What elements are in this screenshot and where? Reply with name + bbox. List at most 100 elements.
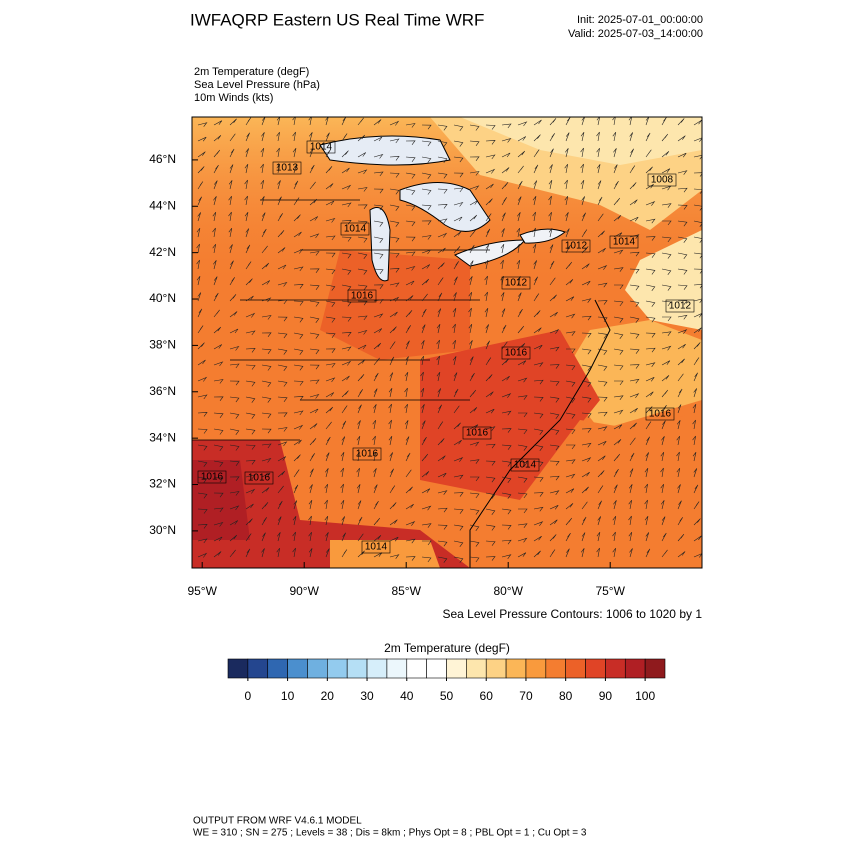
barb [229,460,240,466]
barb [197,136,207,142]
barb [421,523,432,528]
barb [324,484,328,494]
barb [213,120,223,126]
barb [309,148,314,158]
barb [677,314,688,320]
barb [469,200,479,206]
barb [549,505,559,510]
barb [421,235,432,240]
barb [437,292,443,302]
barb [197,181,204,190]
barb [308,515,312,526]
lon-tick-label: 85°W [391,584,421,598]
barb [661,168,671,174]
barb [532,244,537,254]
barb [292,148,297,158]
barb [421,293,428,302]
barb [229,380,240,386]
barb [629,300,640,307]
barb [420,356,424,366]
colorbar-tick-label: 0 [245,689,252,703]
barb [549,534,557,542]
barb [229,148,235,158]
barb [437,140,448,147]
barb [613,249,624,255]
barb [580,548,585,558]
barb [565,412,576,419]
barb [532,227,536,238]
barb [373,328,383,334]
barb [357,284,368,291]
barb [341,516,345,526]
barb [229,311,238,318]
barb [645,332,656,338]
barb [277,485,284,494]
contour-label-box [645,407,675,421]
barb [469,373,475,382]
barb [309,198,318,206]
barb [677,204,688,210]
barb [453,405,460,414]
barb [596,117,601,126]
barb [533,362,544,367]
barb [437,388,441,398]
barb [597,316,608,322]
barb [293,348,304,355]
colorbar-box [307,658,328,679]
barb [245,348,256,353]
barb [437,232,448,238]
barb [357,236,368,243]
barb [597,348,608,355]
barb [245,533,252,542]
barb [533,293,540,302]
barb [244,195,248,206]
barb [437,540,448,547]
barb [229,412,240,419]
barb [309,379,320,385]
barb [229,444,240,451]
barb [309,364,320,370]
barb [421,420,426,430]
barb [453,474,464,480]
barb [309,132,313,142]
barb [692,404,697,414]
valid-time: Valid: 2025-07-03_14:00:00 [568,28,703,40]
barb [533,149,540,158]
barb [309,284,320,290]
barb [581,298,592,303]
colorbar-box [287,658,308,679]
barb [293,439,302,446]
barb [533,492,544,497]
barb [644,516,649,526]
barb [261,396,272,403]
barb [549,329,560,334]
barb [197,212,201,222]
barb [677,358,685,366]
barb [277,516,282,526]
barb [676,436,680,446]
barb [453,439,462,446]
barb [597,300,608,305]
barb [389,172,400,178]
colorbar-tick-label: 50 [440,689,454,703]
barb [517,476,528,483]
barb [357,268,368,275]
barb [661,532,667,542]
barb [677,551,686,558]
barb [566,444,576,450]
barb [693,468,698,478]
barb [677,268,688,275]
barb [645,183,654,190]
barb [645,347,656,353]
colorbar-tick-label: 60 [480,689,494,703]
barb [229,133,236,142]
barb [436,324,441,334]
barb [468,324,473,334]
barb [261,457,272,463]
barb [213,196,217,206]
barb [325,468,329,478]
barb [660,452,665,462]
colorbar-box [446,658,467,679]
barb [437,124,448,131]
